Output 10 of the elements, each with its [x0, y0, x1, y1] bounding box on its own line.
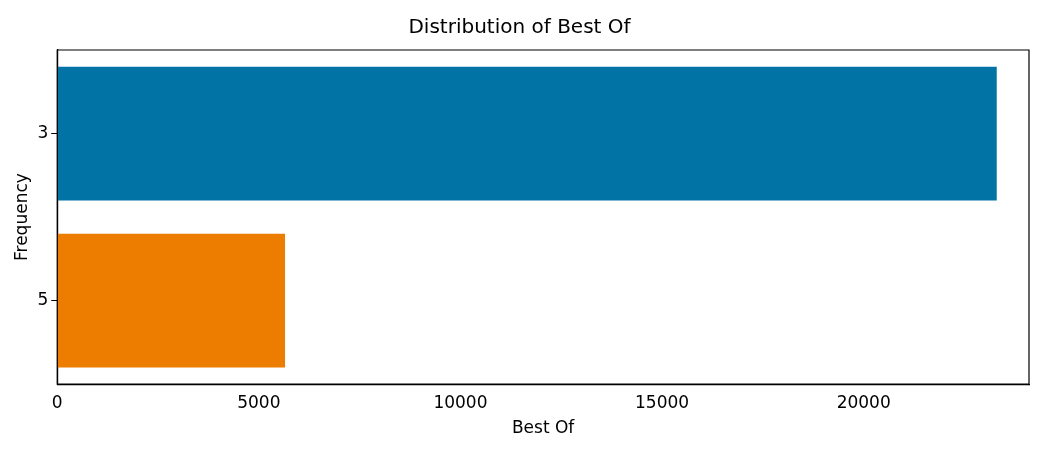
x-tick-label: 20000: [836, 391, 891, 412]
x-tick-label: 5000: [237, 391, 281, 412]
chart-title: Distribution of Best Of: [408, 14, 632, 39]
x-axis-title: Best Of: [511, 417, 576, 438]
y-axis-title: Frequency: [10, 173, 31, 262]
x-tick-label: 15000: [635, 391, 690, 412]
x-tick-label: 0: [51, 391, 63, 412]
x-tick-label: 10000: [433, 391, 488, 412]
y-tick-label: 5: [37, 289, 49, 310]
y-tick-label: 3: [37, 121, 49, 142]
